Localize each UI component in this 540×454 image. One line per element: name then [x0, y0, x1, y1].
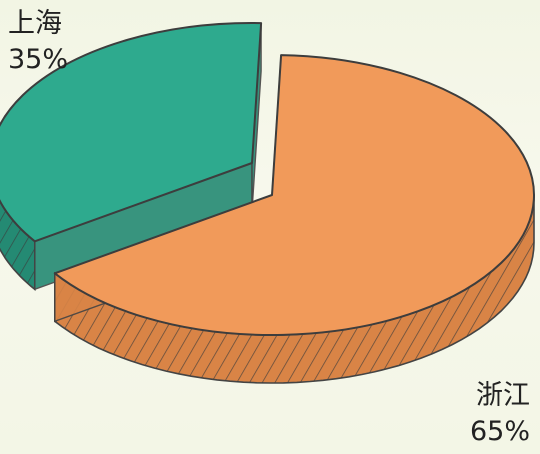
pie-slice-shanghai: [0, 22, 263, 291]
slice-name-zhejiang: 浙江: [476, 380, 530, 411]
slice-percent-shanghai: 35%: [8, 44, 69, 75]
slice-percent-zhejiang: 65%: [469, 416, 530, 447]
pie-slice-zhejiang: [53, 54, 536, 384]
pie-slice-shanghai-top: [0, 22, 263, 243]
pie-slice-shanghai-hatching: [0, 201, 35, 290]
slice-label-shanghai: 上海 35%: [8, 6, 68, 78]
slice-name-shanghai: 上海: [8, 8, 62, 39]
pie-slice-zhejiang-hatching: [54, 194, 535, 383]
slice-label-zhejiang: 浙江 65%: [470, 378, 530, 450]
pie-slice-zhejiang-top: [53, 54, 536, 337]
